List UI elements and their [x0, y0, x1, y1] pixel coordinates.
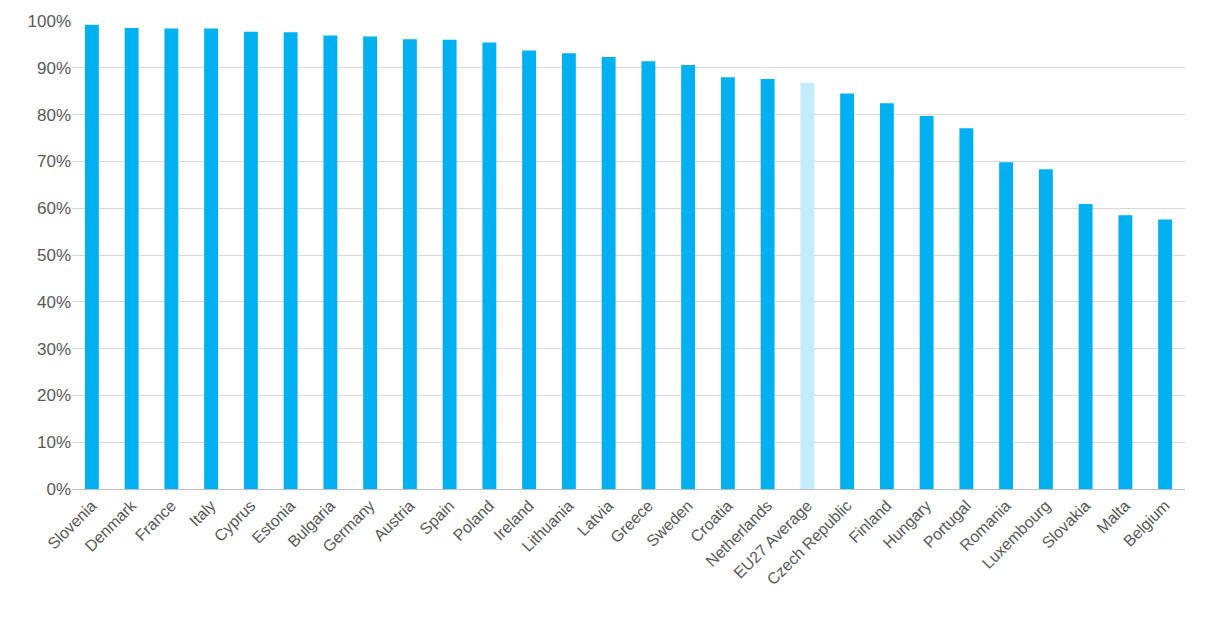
svg-text:Slovenia: Slovenia [44, 497, 99, 552]
svg-text:Portugal: Portugal [920, 497, 974, 551]
svg-text:Finland: Finland [846, 497, 895, 546]
svg-text:Italy: Italy [186, 497, 219, 530]
svg-text:Luxembourg: Luxembourg [979, 497, 1054, 572]
svg-text:100%: 100% [28, 12, 71, 31]
svg-text:90%: 90% [37, 59, 71, 78]
svg-text:Lithuania: Lithuania [519, 497, 577, 555]
svg-text:20%: 20% [37, 386, 71, 405]
svg-text:Greece: Greece [607, 497, 656, 546]
svg-text:Germany: Germany [319, 497, 378, 556]
svg-text:Slovakia: Slovakia [1039, 497, 1094, 552]
svg-text:Poland: Poland [450, 497, 497, 544]
svg-text:70%: 70% [37, 152, 71, 171]
svg-text:Cyprus: Cyprus [211, 497, 259, 545]
svg-text:Hungary: Hungary [880, 497, 935, 552]
svg-text:Spain: Spain [416, 497, 457, 538]
svg-text:Malta: Malta [1093, 497, 1133, 537]
svg-text:Belgium: Belgium [1120, 497, 1173, 550]
svg-text:Austria: Austria [370, 497, 417, 544]
svg-text:50%: 50% [37, 246, 71, 265]
svg-text:40%: 40% [37, 293, 71, 312]
svg-text:Denmark: Denmark [81, 496, 140, 555]
svg-text:Bulgaria: Bulgaria [285, 497, 339, 551]
svg-text:Ireland: Ireland [490, 497, 537, 544]
svg-text:Estonia: Estonia [249, 497, 299, 547]
svg-text:30%: 30% [37, 340, 71, 359]
svg-text:10%: 10% [37, 433, 71, 452]
svg-text:Romania: Romania [957, 497, 1014, 554]
svg-text:80%: 80% [37, 106, 71, 125]
svg-text:France: France [132, 497, 179, 544]
svg-text:Netherlands: Netherlands [702, 497, 775, 570]
svg-text:0%: 0% [46, 480, 71, 499]
svg-text:Czech Republic: Czech Republic [764, 497, 855, 588]
svg-text:60%: 60% [37, 199, 71, 218]
svg-text:Latvia: Latvia [574, 497, 616, 539]
svg-text:EU27 Average: EU27 Average [730, 497, 815, 582]
svg-text:Croatia: Croatia [687, 497, 736, 546]
svg-text:Sweden: Sweden [643, 497, 696, 550]
